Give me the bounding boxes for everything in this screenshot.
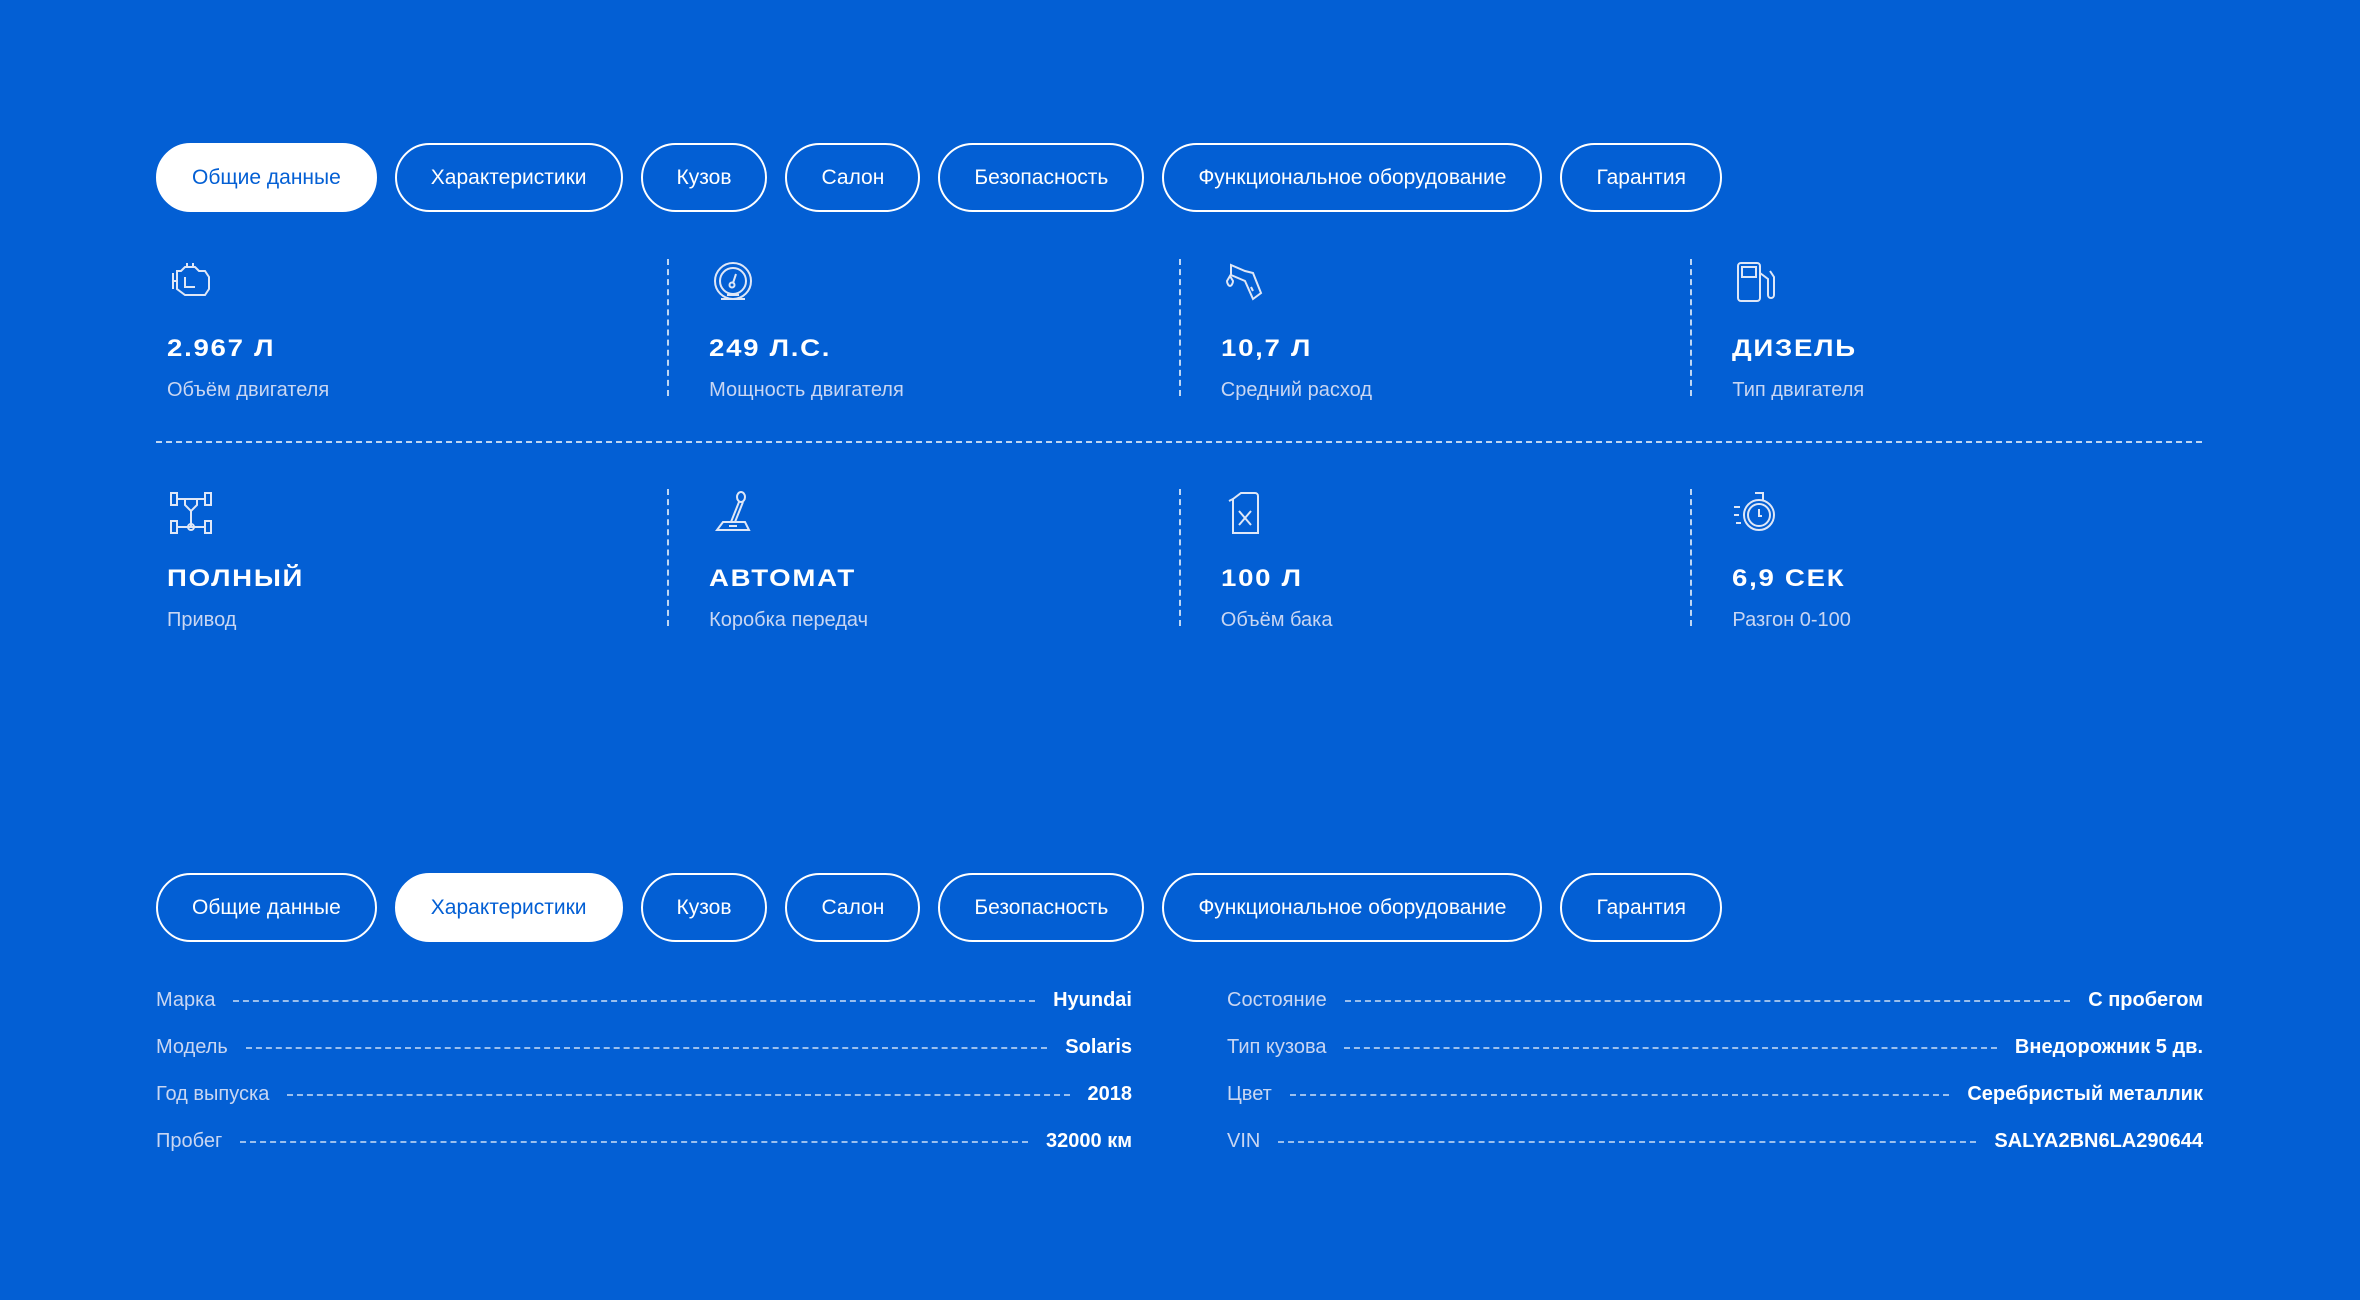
tab-body[interactable]: Кузов (640, 873, 768, 942)
tab-interior[interactable]: Салон (785, 873, 921, 942)
characteristics-right: Состояние С пробегом Тип кузова Внедорожни… (1227, 986, 2203, 1156)
row-key: Тип кузова (1227, 1036, 1327, 1058)
table-row: Модель Solaris (156, 1033, 1132, 1062)
gear-shifter-icon (715, 491, 751, 531)
leader-line (1344, 1046, 1997, 1049)
tab-interior[interactable]: Салон (785, 143, 921, 212)
spec-engine-power: 249 л.с. Мощность двигателя (667, 259, 1179, 401)
row-value: Solaris (1065, 1036, 1132, 1058)
leader-line (1344, 999, 2071, 1002)
spec-engine-volume: 2.967 л Объём двигателя (156, 259, 667, 401)
table-row: Пробег 32000 км (156, 1127, 1132, 1156)
row-key: Цвет (1227, 1083, 1272, 1105)
table-row: Тип кузова Внедорожник 5 дв. (1227, 1033, 2203, 1062)
leader-line (1289, 1093, 1950, 1096)
tab-characteristics[interactable]: Характеристики (394, 873, 623, 942)
row-key: Модель (156, 1036, 228, 1058)
table-row: Цвет Серебристый металлик (1227, 1080, 2203, 1109)
tab-safety[interactable]: Безопасность (938, 143, 1145, 212)
row-value: SALYA2BN6LA290644 (1994, 1130, 2203, 1152)
row-key: VIN (1227, 1130, 1261, 1152)
table-row: Состояние С пробегом (1227, 986, 2203, 1015)
tab-warranty[interactable]: Гарантия (1560, 143, 1722, 212)
drivetrain-icon (170, 492, 212, 534)
tab-equipment[interactable]: Функциональное оборудование (1162, 873, 1543, 942)
tab-body[interactable]: Кузов (640, 143, 768, 212)
table-row: Марка Hyundai (156, 986, 1132, 1015)
fuel-nozzle-icon (1225, 263, 1262, 301)
row-key: Марка (156, 989, 216, 1011)
stopwatch-icon (1734, 492, 1776, 531)
leader-line (1278, 1140, 1977, 1143)
tab-equipment[interactable]: Функциональное оборудование (1162, 143, 1543, 212)
tab-safety[interactable]: Безопасность (938, 873, 1145, 942)
characteristics-left: Марка Hyundai Модель Solaris Год выпуска 20… (156, 986, 1132, 1156)
fuel-pump-icon (1737, 262, 1776, 302)
canister-icon (1228, 492, 1259, 534)
tab-warranty[interactable]: Гарантия (1560, 873, 1722, 942)
tab-characteristics[interactable]: Характеристики (394, 143, 623, 212)
row-value: Hyundai (1053, 989, 1132, 1011)
tab-general[interactable]: Общие данные (156, 143, 377, 212)
leader-line (245, 1046, 1048, 1049)
specs-grid: 2.967 л Объём двигателя 249 л.с. Мощност… (156, 259, 2202, 631)
row-value: С пробегом (2088, 989, 2203, 1011)
engine-icon (172, 263, 210, 296)
spec-transmission: Автомат Коробка передач (667, 489, 1179, 631)
row-key: Пробег (156, 1130, 223, 1152)
row-key: Состояние (1227, 989, 1327, 1011)
divider (156, 441, 2202, 443)
row-key: Год выпуска (156, 1083, 270, 1105)
leader-line (240, 1140, 1029, 1143)
spec-acceleration: 6,9 сек Разгон 0-100 (1690, 489, 2202, 631)
spec-tank-volume: 100 л Объём бака (1178, 489, 1691, 631)
tabs-top: Общие данные Характеристики Кузов Салон … (156, 143, 1722, 212)
spec-fuel-consumption: 10,7 л Средний расход (1178, 259, 1691, 401)
spec-engine-type: Дизель Тип двигателя (1690, 259, 2202, 401)
spec-drive: Полный Привод (156, 489, 667, 631)
row-value: Внедорожник 5 дв. (2014, 1036, 2203, 1058)
row-value: 2018 (1087, 1083, 1133, 1105)
speedometer-icon (714, 262, 753, 300)
leader-line (287, 1093, 1070, 1096)
row-value: Серебристый металлик (1967, 1083, 2203, 1105)
table-row: Год выпуска 2018 (156, 1080, 1132, 1109)
tabs-bottom: Общие данные Характеристики Кузов Салон … (156, 873, 1722, 942)
table-row: VIN SALYA2BN6LA290644 (1227, 1127, 2203, 1156)
leader-line (233, 999, 1036, 1002)
tab-general[interactable]: Общие данные (156, 873, 377, 942)
row-value: 32000 км (1046, 1130, 1132, 1152)
